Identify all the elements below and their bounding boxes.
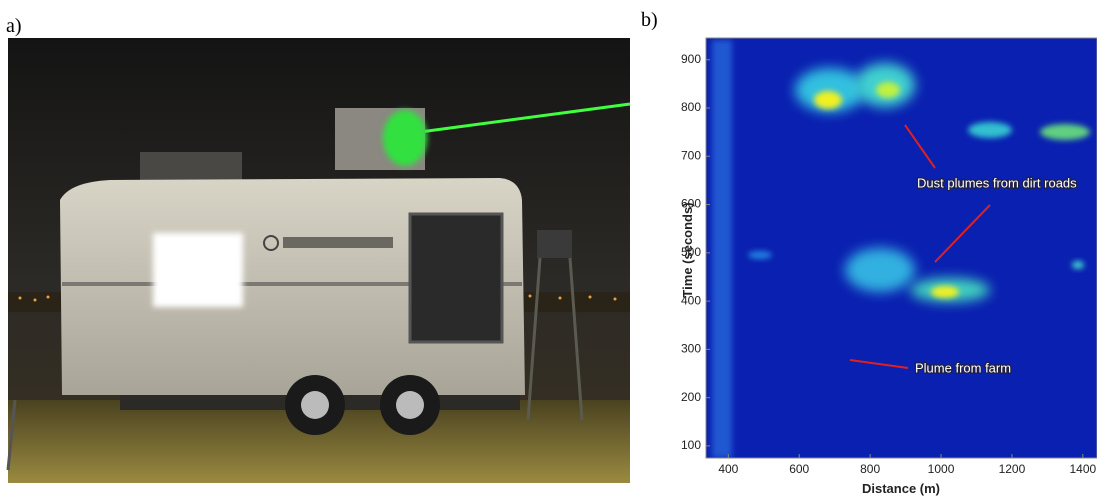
annotation-arrow [934, 204, 991, 263]
y-tick-label: 500 [681, 245, 701, 259]
y-tick-label: 300 [681, 342, 701, 356]
panel-label: b) [641, 9, 658, 31]
x-tick-label: 400 [718, 462, 738, 476]
y-tick-label: 200 [681, 390, 701, 404]
x-tick-label: 800 [860, 462, 880, 476]
annotation: Plume from farm [915, 360, 1011, 375]
panel-label: a) [6, 15, 22, 37]
annotation-arrow [849, 359, 909, 369]
heatmap-image [706, 38, 1097, 458]
x-tick-label: 1400 [1069, 462, 1096, 476]
y-tick-label: 400 [681, 293, 701, 307]
y-tick-label: 100 [681, 438, 701, 452]
y-tick-label: 600 [681, 197, 701, 211]
annotation: Dust plumes from dirt roads [917, 175, 1077, 190]
x-tick-label: 1200 [999, 462, 1026, 476]
plot-frame [705, 37, 1097, 459]
x-tick-label: 1000 [928, 462, 955, 476]
y-tick-label: 700 [681, 148, 701, 162]
annotation-arrow [904, 124, 936, 169]
x-tick-label: 600 [789, 462, 809, 476]
y-tick-label: 900 [681, 52, 701, 66]
y-tick-label: 800 [681, 100, 701, 114]
y-axis-label: Time (seconds) [680, 202, 695, 297]
x-axis-label: Distance (m) [862, 481, 940, 496]
photo [6, 38, 631, 483]
